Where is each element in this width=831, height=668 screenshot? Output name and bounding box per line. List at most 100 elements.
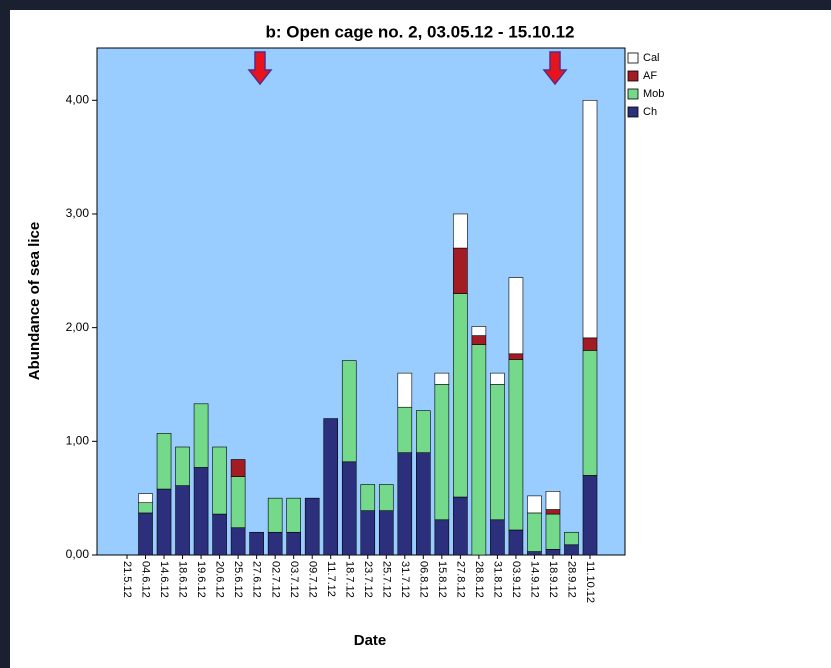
legend-swatch bbox=[627, 70, 639, 82]
bar-segment bbox=[397, 452, 413, 556]
x-tick-label: 31.7.12 bbox=[399, 561, 411, 598]
bar-segment bbox=[471, 344, 487, 556]
bar-segment bbox=[527, 512, 542, 552]
bar-segment bbox=[378, 484, 394, 511]
x-tick-label: 28.8.12 bbox=[473, 561, 485, 598]
bar-segment bbox=[582, 350, 598, 476]
x-tick-label: 02.7.12 bbox=[269, 561, 281, 598]
bar-segment bbox=[304, 497, 320, 556]
bar-segment bbox=[453, 293, 468, 498]
y-tick-label: 0,00 bbox=[66, 547, 90, 561]
x-tick-label: 27.8.12 bbox=[454, 561, 466, 598]
x-tick-label: 18.6.12 bbox=[177, 561, 189, 598]
x-tick-label: 09.7.12 bbox=[306, 561, 318, 598]
x-tick-label: 03.7.12 bbox=[288, 561, 300, 598]
bar-segment bbox=[545, 513, 561, 550]
bar-segment bbox=[416, 410, 431, 453]
bar-segment bbox=[453, 213, 468, 249]
bar-segment bbox=[138, 512, 153, 556]
x-tick-label: 27.6.12 bbox=[251, 561, 263, 598]
x-tick-label: 14.6.12 bbox=[158, 561, 170, 598]
x-tick-label: 18.7.12 bbox=[343, 561, 355, 598]
bar-segment bbox=[175, 446, 190, 486]
bar-segment bbox=[249, 531, 264, 556]
bar-segment bbox=[564, 544, 579, 556]
bar-segment bbox=[527, 551, 542, 556]
x-tick-label: 31.8.12 bbox=[491, 561, 503, 598]
marker-arrow bbox=[542, 51, 568, 86]
legend-label: AF bbox=[643, 70, 657, 82]
bar-segment bbox=[230, 476, 246, 529]
bar-segment bbox=[545, 549, 561, 556]
bar-segment bbox=[193, 467, 209, 556]
bar-segment bbox=[508, 359, 524, 531]
bar-segment bbox=[471, 326, 487, 336]
bar-segment bbox=[267, 531, 283, 556]
bar-segment bbox=[453, 247, 468, 294]
bar-segment bbox=[545, 509, 561, 515]
bar-segment bbox=[286, 531, 301, 556]
legend-label: Mob bbox=[643, 88, 664, 100]
bar-segment bbox=[434, 372, 450, 385]
bar-segment bbox=[582, 475, 598, 556]
y-axis-title: Abundance of sea lice bbox=[26, 222, 43, 380]
bar-segment bbox=[156, 433, 172, 490]
bar-segment bbox=[545, 491, 561, 510]
x-tick-label: 15.8.12 bbox=[436, 561, 448, 598]
bar-segment bbox=[527, 495, 542, 514]
y-tick-label: 2,00 bbox=[66, 320, 90, 334]
bar-segment bbox=[490, 384, 505, 521]
x-tick-label: 06.8.12 bbox=[417, 561, 429, 598]
bar-segment bbox=[490, 372, 505, 385]
legend-swatch bbox=[627, 52, 639, 64]
bar-segment bbox=[230, 459, 246, 477]
x-tick-label: 11.7.12 bbox=[325, 561, 337, 597]
bar-segment bbox=[193, 403, 209, 468]
y-tick-label: 1,00 bbox=[66, 433, 90, 447]
chart-title: b: Open cage no. 2, 03.05.12 - 15.10.12 bbox=[266, 22, 575, 41]
legend-swatch bbox=[627, 88, 639, 100]
bar-segment bbox=[341, 360, 357, 463]
x-tick-label: 25.6.12 bbox=[232, 561, 244, 598]
bar-segment bbox=[175, 485, 190, 556]
x-tick-label: 03.9.12 bbox=[510, 561, 522, 598]
bar-segment bbox=[582, 99, 598, 339]
x-tick-label: 18.9.12 bbox=[547, 561, 559, 598]
bar-segment bbox=[397, 406, 413, 453]
bar-segment bbox=[138, 493, 153, 504]
bar-segment bbox=[564, 531, 579, 546]
x-tick-label: 14.9.12 bbox=[529, 561, 541, 598]
bar-segment bbox=[212, 513, 227, 556]
bar-segment bbox=[471, 335, 487, 345]
marker-arrow bbox=[247, 51, 273, 86]
bar-segment bbox=[286, 497, 301, 533]
bar-segment bbox=[378, 510, 394, 556]
bar-segment bbox=[434, 519, 450, 556]
x-tick-label: 11.10.12 bbox=[584, 561, 596, 603]
x-tick-label: 21.5.12 bbox=[121, 561, 133, 598]
x-tick-label: 23.7.12 bbox=[362, 561, 374, 598]
y-tick-label: 3,00 bbox=[66, 206, 90, 220]
x-axis-title: Date bbox=[354, 632, 387, 649]
x-tick-label: 04.6.12 bbox=[140, 561, 152, 598]
bar-segment bbox=[453, 496, 468, 556]
bar-segment bbox=[582, 337, 598, 351]
bar-segment bbox=[230, 527, 246, 556]
bar-segment bbox=[508, 353, 524, 360]
bar-segment bbox=[360, 510, 376, 556]
legend-label: Ch bbox=[643, 106, 657, 118]
legend-label: Cal bbox=[643, 52, 660, 64]
bar-segment bbox=[416, 452, 431, 556]
bar-segment bbox=[434, 384, 450, 521]
bar-segment bbox=[212, 446, 227, 515]
x-tick-label: 19.6.12 bbox=[195, 561, 207, 598]
bar-segment bbox=[508, 529, 524, 556]
x-tick-label: 28.9.12 bbox=[566, 561, 578, 598]
bar-segment bbox=[490, 519, 505, 556]
bar-segment bbox=[267, 497, 283, 533]
x-tick-label: 25.7.12 bbox=[380, 561, 392, 598]
bar-segment bbox=[508, 277, 524, 355]
bar-segment bbox=[397, 372, 413, 408]
